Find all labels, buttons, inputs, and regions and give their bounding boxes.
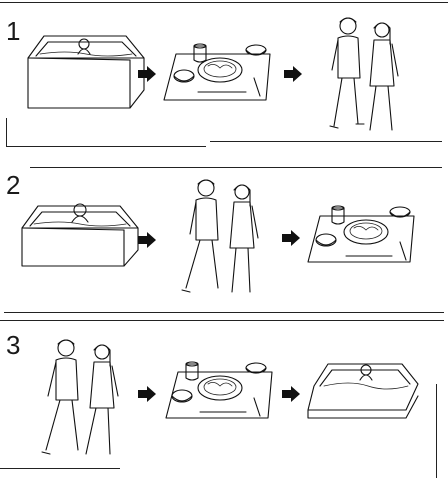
panel-3-illustrations <box>41 339 419 455</box>
couple-walking-icon <box>329 17 399 131</box>
divider <box>0 320 444 321</box>
couple-walking-icon <box>181 179 259 293</box>
arrow-right-icon <box>138 386 156 402</box>
panel-2: 2 <box>0 160 448 320</box>
meal-tray-icon <box>307 205 415 263</box>
panel-3: 3 <box>0 320 448 480</box>
divider <box>210 141 442 142</box>
panel-number: 2 <box>6 170 21 200</box>
panel-1-illustrations <box>27 17 399 131</box>
divider <box>0 2 448 3</box>
arrow-right-icon <box>138 66 156 82</box>
panel-number: 1 <box>6 16 21 46</box>
meal-tray-icon <box>163 43 271 101</box>
panel-1: 1 <box>0 0 448 160</box>
divider <box>0 468 120 469</box>
divider <box>4 312 444 313</box>
arrow-right-icon <box>284 66 302 82</box>
bath-tub-icon <box>21 203 139 267</box>
divider <box>30 167 442 168</box>
couple-walking-icon <box>41 339 119 455</box>
divider <box>6 118 7 146</box>
panel-number: 3 <box>6 330 21 360</box>
meal-tray-icon <box>165 361 273 419</box>
arrow-right-icon <box>138 232 156 248</box>
bath-tub-icon <box>27 35 145 109</box>
arrow-right-icon <box>282 386 300 402</box>
divider <box>6 146 206 147</box>
panel-2-illustrations <box>21 179 415 293</box>
divider <box>436 384 437 478</box>
arrow-right-icon <box>282 230 300 246</box>
bath-tub-icon <box>307 363 419 419</box>
